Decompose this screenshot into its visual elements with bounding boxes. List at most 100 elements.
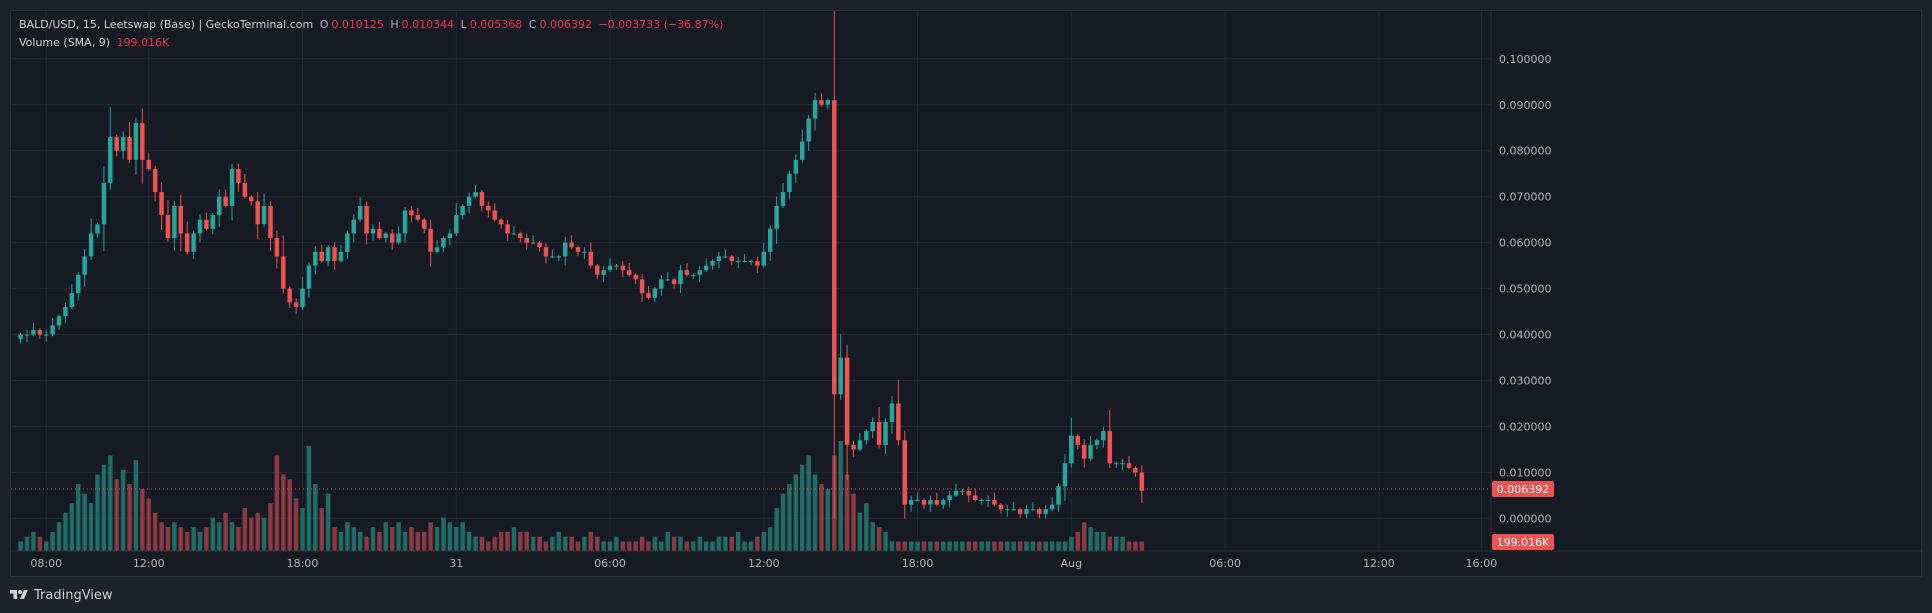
candle-body xyxy=(1126,463,1132,468)
candle-body xyxy=(441,238,446,248)
candle-body xyxy=(864,431,869,441)
volume-bar xyxy=(69,503,75,551)
volume-bar xyxy=(255,512,260,551)
candle-body xyxy=(812,100,818,119)
volume-bar xyxy=(716,536,722,551)
candle-body xyxy=(479,192,485,206)
volume-bar xyxy=(197,531,203,551)
volume-bar xyxy=(338,531,344,551)
candle-body xyxy=(562,242,568,257)
volume-bar xyxy=(646,541,651,551)
volume-bar xyxy=(556,531,562,551)
volume-bar xyxy=(620,541,626,551)
candle-body xyxy=(723,256,728,258)
candle-body xyxy=(851,444,856,450)
candle-body xyxy=(1030,509,1036,511)
volume-bar xyxy=(1049,541,1055,551)
volume-bar xyxy=(216,522,222,551)
candle-body xyxy=(594,265,600,275)
candle-body xyxy=(748,261,754,263)
candle-body xyxy=(896,403,901,441)
volume-bar xyxy=(76,484,81,551)
y-tick-label: 0.060000 xyxy=(1499,237,1552,250)
candle-body xyxy=(293,302,299,307)
volume-axis-label: 199.016K xyxy=(1497,536,1550,549)
candle-body xyxy=(184,233,190,252)
volume-bar xyxy=(1120,536,1125,551)
candle-body xyxy=(1075,435,1080,445)
candle-body xyxy=(268,205,273,239)
volume-bar xyxy=(1088,527,1093,551)
volume-bar xyxy=(184,531,190,551)
x-tick-label: 31 xyxy=(449,557,463,570)
open-value: 0.010125 xyxy=(331,18,384,31)
volume-bar xyxy=(691,541,696,551)
candle-body xyxy=(69,293,75,307)
candle-body xyxy=(518,233,523,239)
candle-body xyxy=(652,288,658,298)
volume-bar xyxy=(947,541,952,551)
volume-bar xyxy=(434,527,440,551)
candle-body xyxy=(255,201,260,225)
candle-body xyxy=(620,265,626,271)
volume-bar xyxy=(473,536,478,551)
volume-bar xyxy=(569,536,574,551)
candle-body xyxy=(575,247,581,252)
candle-body xyxy=(992,500,997,505)
volume-bar xyxy=(543,541,549,551)
volume-bar xyxy=(524,531,529,551)
candle-body xyxy=(486,205,491,211)
candle-body xyxy=(159,192,164,216)
candle-body xyxy=(857,440,863,450)
candle-body xyxy=(659,279,664,289)
candle-body xyxy=(82,256,87,275)
volume-bar xyxy=(293,498,299,551)
volume-bar xyxy=(857,512,863,551)
footer-branding[interactable]: TradingView xyxy=(10,585,113,605)
candle-body xyxy=(383,233,389,239)
volume-bar xyxy=(261,517,267,551)
candle-body xyxy=(306,265,312,289)
volume-bar xyxy=(607,541,613,551)
volume-bar xyxy=(351,527,357,551)
candle-body xyxy=(646,293,651,298)
volume-bar xyxy=(24,536,30,551)
candle-body xyxy=(1113,463,1119,465)
candle-body xyxy=(43,334,49,336)
volume-bar xyxy=(652,536,658,551)
volume-bar xyxy=(319,507,324,551)
candle-body xyxy=(108,136,113,183)
volume-bar xyxy=(389,527,395,551)
candle-body xyxy=(767,228,773,252)
volume-bar xyxy=(479,536,485,551)
volume-bar xyxy=(774,507,779,551)
volume-bar xyxy=(1037,541,1042,551)
candle-body xyxy=(537,242,542,248)
chart-panel[interactable]: 0.006392 199.016K 0.100000 0.090000 0.08000… xyxy=(10,10,1923,578)
volume-bar xyxy=(639,536,645,551)
close-value: 0.006392 xyxy=(539,18,592,31)
candle-body xyxy=(447,233,453,239)
volume-bar xyxy=(755,536,760,551)
volume-bar xyxy=(108,455,113,551)
candle-body xyxy=(921,500,927,505)
candle-body xyxy=(396,233,401,243)
low-label: L xyxy=(460,18,467,31)
open-label: O xyxy=(319,18,329,31)
candle-body xyxy=(530,242,536,244)
candle-body xyxy=(614,265,619,267)
x-tick-label: 18:00 xyxy=(287,557,319,570)
y-tick-label: 0.010000 xyxy=(1499,466,1552,479)
candle-body xyxy=(844,357,850,445)
volume-bar xyxy=(697,536,702,551)
candle-body xyxy=(402,210,408,234)
candle-body xyxy=(101,182,107,225)
candlestick-chart[interactable]: 0.006392 199.016K 0.100000 0.090000 0.08000… xyxy=(11,11,1923,578)
candle-body xyxy=(870,421,875,432)
volume-bar xyxy=(1133,541,1138,551)
candle-body xyxy=(588,251,594,266)
volume-bar xyxy=(896,541,901,551)
volume-bar xyxy=(960,541,965,551)
volume-bar xyxy=(56,522,62,551)
volume-bar xyxy=(1094,531,1100,551)
